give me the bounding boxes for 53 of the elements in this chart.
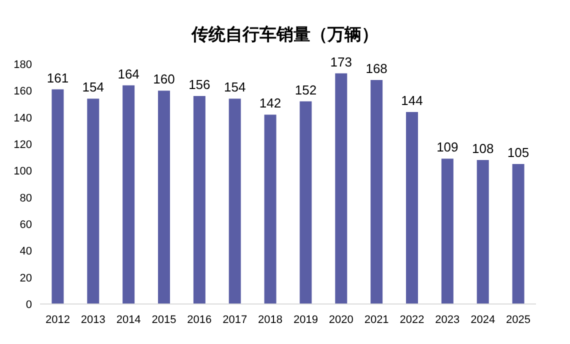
y-tick-label: 100 — [14, 166, 32, 178]
data-label: 154 — [82, 80, 104, 95]
bar — [87, 98, 100, 304]
bar — [52, 89, 64, 304]
bar — [370, 80, 383, 304]
bar — [406, 112, 418, 304]
bar — [264, 114, 276, 304]
x-tick-label: 2019 — [293, 314, 318, 326]
y-tick-label: 180 — [14, 59, 32, 71]
chart-title: 传统自行车销量（万辆） — [190, 25, 378, 44]
bar — [476, 160, 489, 304]
y-tick-label: 120 — [14, 139, 32, 151]
bar — [512, 164, 524, 304]
x-tick-label: 2020 — [328, 314, 354, 326]
bar — [335, 73, 348, 304]
y-tick-label: 140 — [14, 112, 32, 124]
data-label: 161 — [46, 70, 69, 86]
y-tick-label: 20 — [20, 272, 32, 284]
data-label: 108 — [472, 141, 494, 156]
y-tick-label: 80 — [20, 192, 32, 204]
data-label: 160 — [153, 72, 175, 87]
data-label: 154 — [224, 80, 246, 95]
x-tick-label: 2012 — [45, 314, 70, 326]
y-tick-label: 160 — [14, 86, 32, 98]
bar — [122, 85, 135, 304]
y-tick-label: 0 — [26, 299, 32, 311]
x-tick-label: 2023 — [435, 314, 460, 326]
x-tick-label: 2022 — [400, 314, 424, 326]
x-tick-label: 2024 — [470, 314, 496, 326]
data-label: 105 — [507, 145, 530, 160]
x-tick-label: 2016 — [187, 314, 212, 326]
bar — [300, 101, 312, 304]
data-label: 173 — [330, 54, 352, 70]
bar — [193, 96, 206, 304]
data-label: 168 — [366, 61, 388, 76]
data-label: 164 — [118, 66, 140, 82]
x-tick-label: 2013 — [80, 314, 106, 326]
bar — [228, 98, 241, 304]
x-tick-label: 2017 — [222, 314, 248, 326]
y-tick-label: 40 — [20, 246, 32, 258]
data-label: 109 — [436, 140, 458, 155]
data-label: 152 — [294, 82, 317, 98]
data-label: 142 — [259, 96, 282, 111]
x-tick-label: 2014 — [116, 314, 141, 326]
y-tick-label: 60 — [20, 219, 32, 231]
data-label: 144 — [401, 93, 423, 108]
bar — [441, 158, 454, 304]
x-tick-label: 2021 — [364, 314, 389, 326]
data-label: 156 — [188, 77, 210, 92]
bar — [158, 90, 170, 304]
x-tick-label: 2015 — [152, 314, 176, 326]
x-tick-label: 2018 — [258, 314, 283, 326]
x-tick-label: 2025 — [506, 314, 531, 326]
